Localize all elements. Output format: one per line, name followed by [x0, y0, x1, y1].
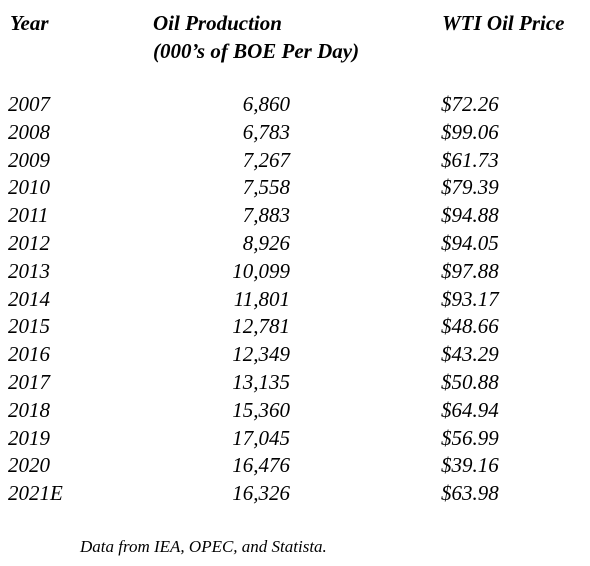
table-row: 2011 7,883 $94.88	[0, 202, 590, 230]
cell-year: 2016	[8, 342, 50, 367]
cell-year: 2010	[8, 175, 50, 200]
cell-wti-price: $50.88	[441, 369, 499, 394]
cell-year: 2018	[8, 397, 50, 422]
cell-year: 2009	[8, 147, 50, 172]
table-row: 2009 7,267 $61.73	[0, 147, 590, 175]
cell-wti-price: $64.94	[441, 397, 499, 422]
cell-year: 2015	[8, 314, 50, 339]
cell-wti-price: $99.06	[441, 119, 499, 144]
table-row: 2020 16,476 $39.16	[0, 452, 590, 480]
cell-wti-price: $72.26	[441, 92, 499, 116]
cell-wti-price: $97.88	[441, 258, 499, 283]
cell-wti-price: $63.98	[441, 481, 499, 506]
cell-oil-production: 16,326	[232, 481, 290, 506]
cell-oil-production: 8,926	[242, 230, 290, 255]
cell-year: 2014	[8, 286, 50, 311]
table-row: 2017 13,135 $50.88	[0, 369, 590, 397]
cell-oil-production: 7,267	[242, 147, 290, 172]
cell-year: 2017	[8, 369, 50, 394]
table-row: 2013 10,099 $97.88	[0, 258, 590, 286]
cell-year: 2011	[8, 203, 49, 228]
cell-year: 2021E	[8, 481, 63, 506]
cell-wti-price: $94.05	[441, 230, 499, 255]
cell-year: 2019	[8, 425, 50, 450]
table-row: 2010 7,558 $79.39	[0, 174, 590, 202]
cell-year: 2020	[8, 453, 50, 478]
cell-oil-production: 16,476	[232, 453, 290, 478]
header-oil-production-line1: Oil Production	[153, 11, 282, 35]
table-row: 2015 12,781 $48.66	[0, 313, 590, 341]
cell-oil-production: 13,135	[232, 369, 290, 394]
table-row: 2014 11,801 $93.17	[0, 286, 590, 314]
cell-oil-production: 17,045	[232, 425, 290, 450]
cell-wti-price: $94.88	[441, 203, 499, 228]
cell-oil-production: 7,558	[242, 175, 290, 200]
cell-wti-price: $48.66	[441, 314, 499, 339]
cell-wti-price: $43.29	[441, 342, 499, 367]
table-row: 2016 12,349 $43.29	[0, 341, 590, 369]
table-row: 2019 17,045 $56.99	[0, 425, 590, 453]
cell-oil-production: 7,883	[242, 203, 290, 228]
cell-year: 2012	[8, 230, 50, 255]
cell-wti-price: $93.17	[441, 286, 499, 311]
cell-wti-price: $39.16	[441, 453, 499, 478]
table-row: 2018 15,360 $64.94	[0, 397, 590, 425]
cell-oil-production: 12,781	[232, 314, 290, 339]
cell-oil-production: 10,099	[232, 258, 290, 283]
cell-wti-price: $79.39	[441, 175, 499, 200]
header-year: Year	[10, 11, 49, 35]
cell-wti-price: $61.73	[441, 147, 499, 172]
cell-wti-price: $56.99	[441, 425, 499, 450]
table-row: 2012 8,926 $94.05	[0, 230, 590, 258]
cell-year: 2007	[8, 92, 50, 116]
cell-year: 2013	[8, 258, 50, 283]
table-row: 2007 6,860 $72.26	[0, 91, 590, 119]
source-note: Data from IEA, OPEC, and Statista.	[80, 537, 327, 556]
table-row: 2008 6,783 $99.06	[0, 119, 590, 147]
header-wti-oil-price: WTI Oil Price	[442, 11, 565, 35]
cell-oil-production: 12,349	[232, 342, 290, 367]
cell-oil-production: 15,360	[232, 397, 290, 422]
header-oil-production-line2: (000’s of BOE Per Day)	[153, 39, 360, 63]
header-oil-production: Oil Production (000’s of BOE Per Day)	[153, 9, 359, 65]
cell-oil-production: 11,801	[233, 286, 290, 311]
table-row: 2021E 16,326 $63.98	[0, 480, 590, 508]
cell-year: 2008	[8, 119, 50, 144]
cell-oil-production: 6,783	[242, 119, 290, 144]
cell-oil-production: 6,860	[242, 92, 290, 116]
data-table-body: 2007 6,860 $72.26 2008 6,783 $99.06 2009…	[0, 91, 590, 508]
